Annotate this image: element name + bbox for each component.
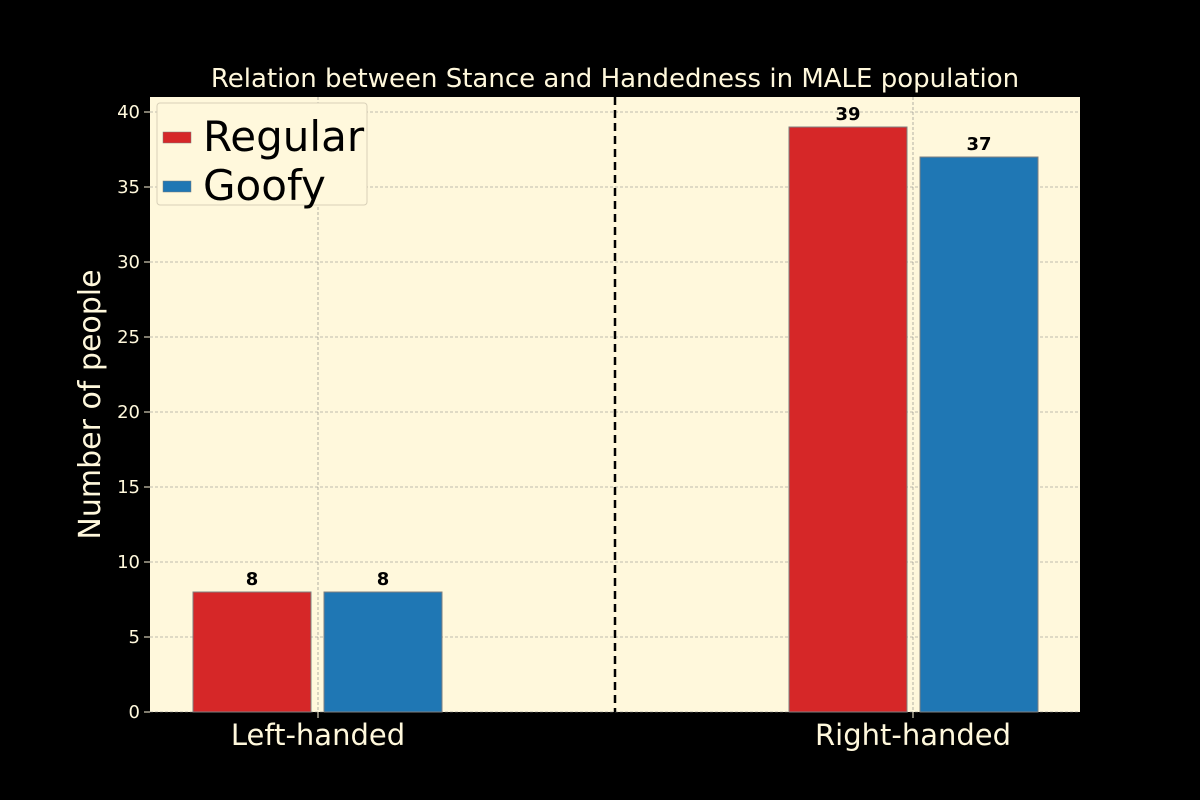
bars: [192, 126, 1039, 713]
y-tick-label: 35: [117, 177, 140, 198]
legend-label-goofy: Goofy: [203, 161, 326, 210]
x-tick-label: Right-handed: [815, 718, 1011, 752]
y-tick-label: 15: [117, 477, 140, 498]
plot-area: 8 8 39 37: [150, 97, 1080, 713]
chart-title: Relation between Stance and Handedness i…: [211, 64, 1019, 94]
bar-value-label: 37: [966, 134, 991, 155]
y-tick-label: 25: [117, 327, 140, 348]
data-labels: 8 8 39 37: [246, 104, 992, 590]
legend-label-regular: Regular: [203, 112, 365, 161]
x-tick-label: Left-handed: [231, 718, 405, 752]
axes: 0 5 10 15 20 25 30 35 40 Left-handed Right-handed: [117, 102, 1011, 752]
bar-regular-right-handed: [788, 126, 908, 713]
bar-goofy-right-handed: [919, 156, 1039, 713]
y-tick-label: 20: [117, 402, 140, 423]
y-axis-ticks: 0 5 10 15 20 25 30 35 40: [117, 102, 150, 723]
y-tick-label: 5: [129, 627, 140, 648]
y-axis-label: Number of people: [73, 269, 108, 539]
y-tick-label: 40: [117, 102, 140, 123]
y-tick-label: 10: [117, 552, 140, 573]
legend-box: [156, 102, 368, 206]
bar-value-label: 8: [377, 569, 390, 590]
bar-goofy-left-handed: [323, 591, 443, 713]
bar-value-label: 8: [246, 569, 259, 590]
bar-regular-left-handed: [192, 591, 312, 713]
y-tick-label: 0: [129, 702, 140, 723]
legend-swatch-regular: [162, 131, 192, 144]
legend-swatch-goofy: [162, 180, 192, 193]
bar-value-label: 39: [835, 104, 860, 125]
x-axis-ticks: Left-handed Right-handed: [231, 712, 1011, 752]
y-tick-label: 30: [117, 252, 140, 273]
